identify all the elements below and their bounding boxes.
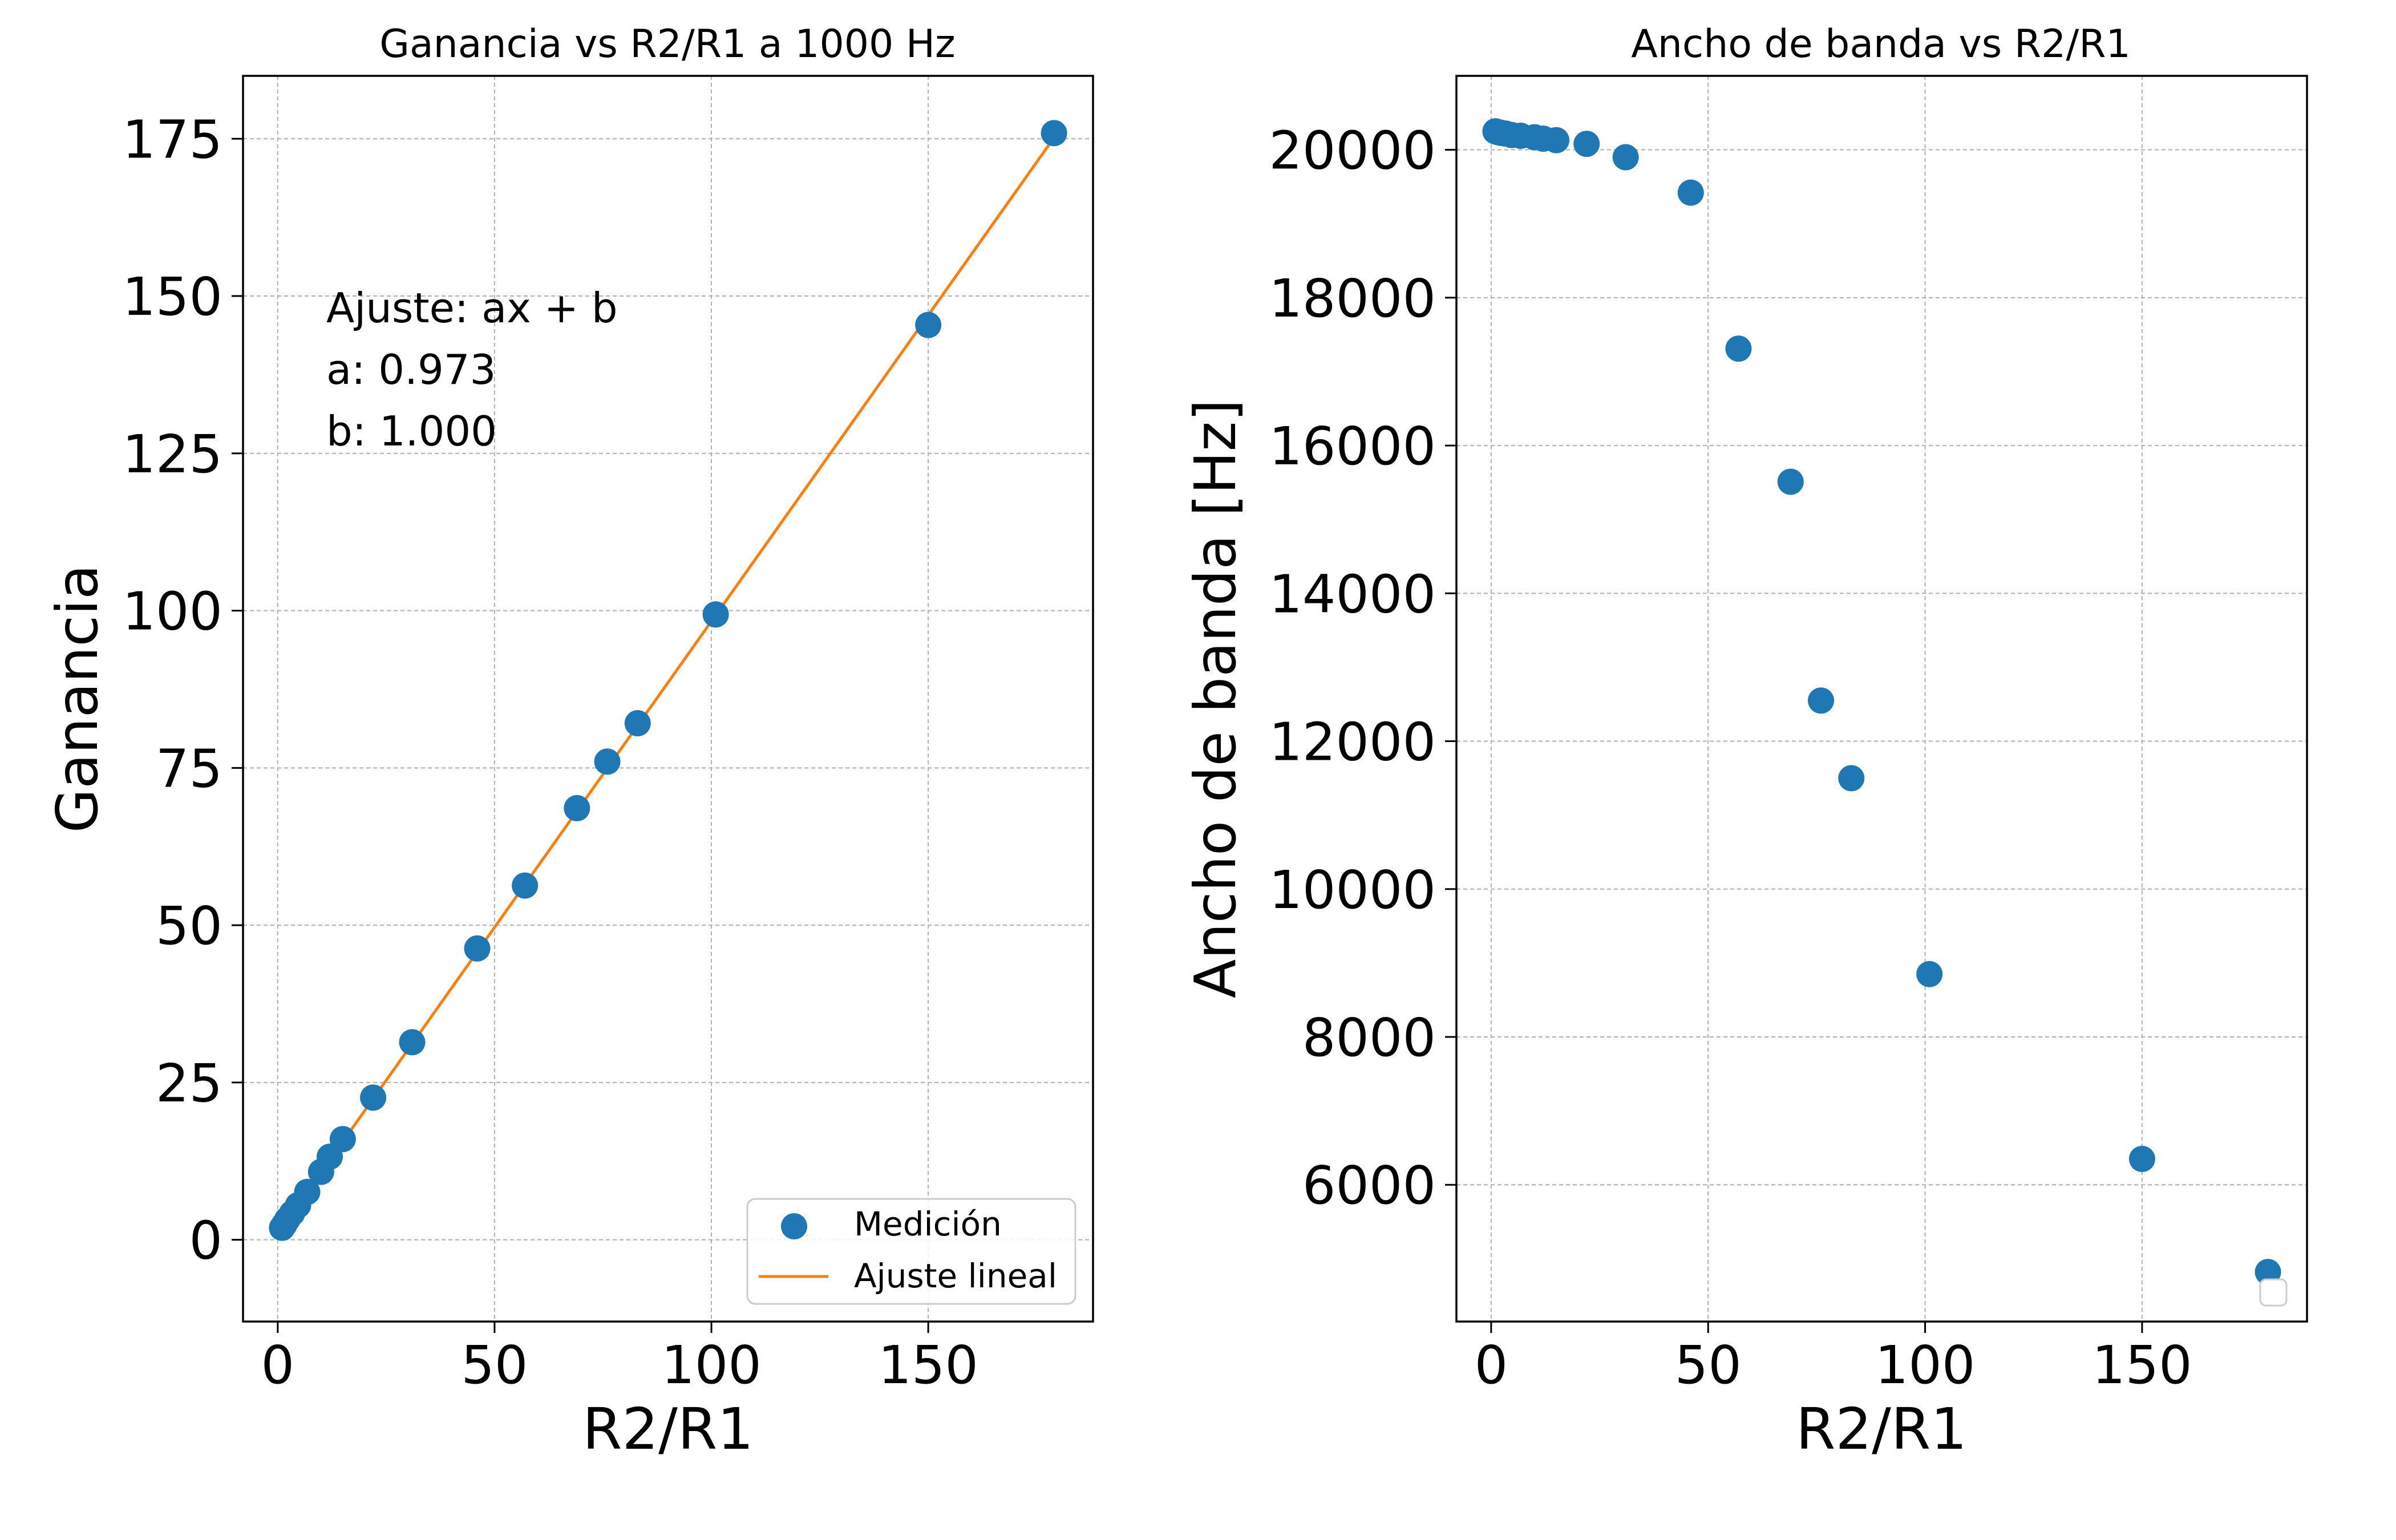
- data-point: [624, 710, 651, 737]
- x-tick-label: 0: [1475, 1335, 1508, 1396]
- chart-bandwidth: Ancho de banda vs R2/R1 0 50 100 150 6000 80…: [1182, 22, 2308, 1462]
- y-tick-label: 175: [122, 109, 222, 170]
- y-tick-label: 125: [122, 424, 222, 485]
- y-tick-label: 18000: [1269, 268, 1436, 329]
- fit-formula: Ajuste: ax + b: [326, 284, 618, 332]
- x-tick-label: 50: [1675, 1335, 1742, 1396]
- x-tick-label: 100: [1875, 1335, 1976, 1396]
- x-axis-label: R2/R1: [582, 1396, 754, 1462]
- plot-frame: [1455, 75, 2308, 1323]
- data-point: [1573, 131, 1600, 157]
- legend-label-medicion: Medición: [854, 1205, 1002, 1243]
- data-point: [1543, 127, 1569, 153]
- legend: Medición Ajuste lineal: [746, 1198, 1076, 1305]
- x-tick-label: 100: [661, 1335, 762, 1396]
- data-point: [1677, 179, 1704, 206]
- y-tick-label: 12000: [1269, 712, 1436, 773]
- chart-title: Ancho de banda vs R2/R1: [1631, 22, 2131, 67]
- y-axis-ticks: 0 25 50 75 100 125 150 175: [122, 109, 243, 1271]
- points: [269, 120, 1067, 1241]
- data-point: [399, 1029, 426, 1056]
- legend-marker-medicion: [781, 1213, 807, 1239]
- data-point: [1612, 144, 1639, 171]
- data-point: [1725, 335, 1752, 362]
- y-axis-label: Ganancia: [44, 565, 111, 833]
- y-axis-label: Ancho de banda [Hz]: [1182, 399, 1249, 998]
- y-axis-ticks: 6000 8000 10000 12000 14000 16000 18000 20000: [1269, 120, 1456, 1216]
- x-tick-label: 150: [2092, 1335, 2192, 1396]
- y-tick-label: 8000: [1302, 1007, 1436, 1068]
- y-tick-label: 25: [156, 1053, 222, 1114]
- legend-label-ajuste: Ajuste lineal: [854, 1257, 1057, 1295]
- data-point: [702, 601, 729, 628]
- fit-a: a: 0.973: [326, 346, 496, 394]
- data-point: [464, 935, 491, 962]
- points: [1482, 118, 2281, 1286]
- data-point: [915, 311, 942, 338]
- x-axis-ticks: 0 50 100 150: [1475, 1322, 2192, 1396]
- x-tick-label: 0: [261, 1335, 295, 1396]
- y-tick-label: 150: [122, 266, 222, 327]
- x-tick-label: 50: [461, 1335, 528, 1396]
- data-point: [1777, 468, 1804, 495]
- y-tick-label: 14000: [1269, 564, 1436, 625]
- data-point: [294, 1178, 321, 1205]
- x-axis-ticks: 0 50 100 150: [261, 1322, 978, 1396]
- chart-gain: Ganancia vs R2/R1 a 1000 Hz 0 50 100 150 0 2…: [44, 22, 1094, 1462]
- data-point: [1808, 687, 1834, 714]
- chart-title: Ganancia vs R2/R1 a 1000 Hz: [379, 22, 955, 67]
- data-point: [360, 1084, 387, 1111]
- x-axis-label: R2/R1: [1796, 1396, 1967, 1462]
- data-point: [564, 795, 590, 821]
- x-tick-label: 150: [878, 1335, 978, 1396]
- legend-box: [746, 1198, 1076, 1305]
- grid: [1456, 76, 2307, 1322]
- y-tick-label: 0: [189, 1210, 222, 1271]
- data-point: [512, 872, 539, 899]
- empty-legend: [2259, 1278, 2288, 1307]
- y-tick-label: 50: [156, 895, 222, 957]
- data-point: [1041, 120, 1067, 147]
- y-tick-label: 16000: [1269, 416, 1436, 477]
- data-point: [2128, 1145, 2155, 1172]
- fit-b: b: 1.000: [326, 407, 497, 455]
- fit-annotation: Ajuste: ax + b a: 0.973 b: 1.000: [326, 284, 618, 455]
- y-tick-label: 20000: [1269, 120, 1436, 181]
- y-tick-label: 6000: [1302, 1155, 1436, 1216]
- data-point: [1916, 961, 1943, 987]
- y-tick-label: 100: [122, 581, 222, 642]
- y-tick-label: 75: [156, 738, 222, 799]
- data-point: [594, 748, 621, 775]
- plot-frame: [242, 75, 1094, 1323]
- data-point: [1838, 765, 1865, 792]
- data-point: [329, 1126, 356, 1153]
- y-tick-label: 10000: [1269, 860, 1436, 921]
